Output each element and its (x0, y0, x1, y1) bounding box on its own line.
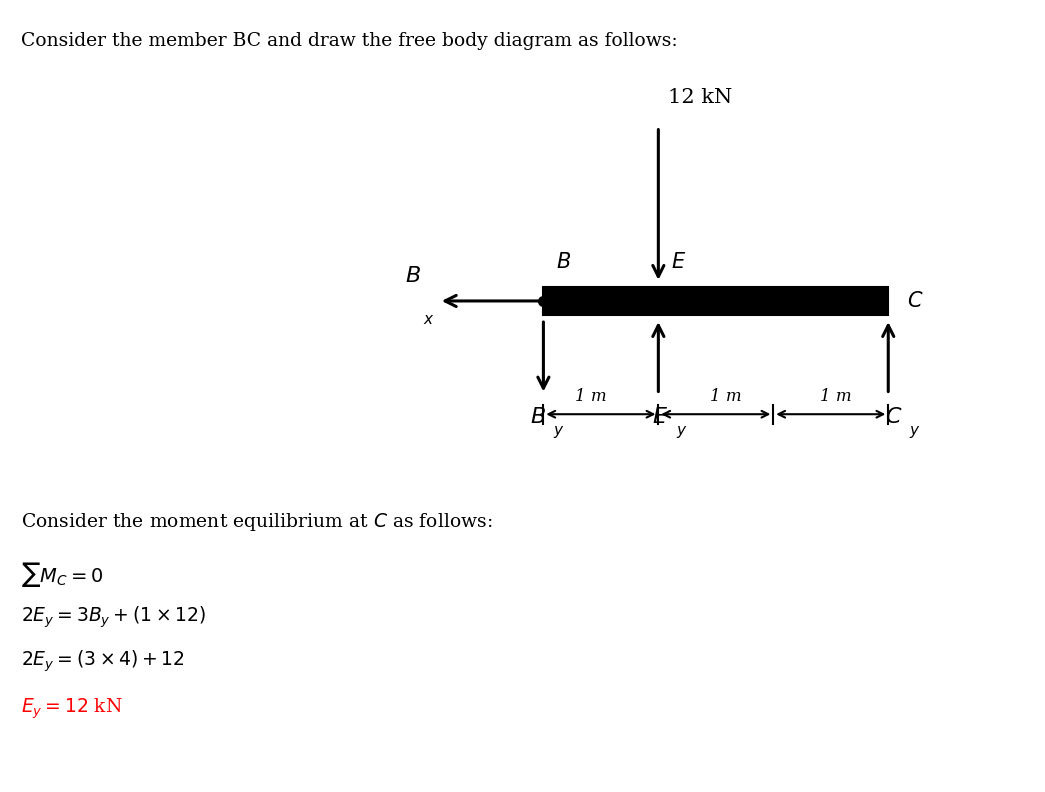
Text: $B$: $B$ (404, 265, 421, 287)
Text: Consider the member BC and draw the free body diagram as follows:: Consider the member BC and draw the free… (21, 32, 677, 50)
FancyBboxPatch shape (543, 287, 888, 315)
Text: $E_y = 12$ kN: $E_y = 12$ kN (21, 697, 123, 722)
Text: 1 m: 1 m (575, 388, 606, 406)
Text: 1 m: 1 m (820, 388, 852, 406)
Text: 1 m: 1 m (711, 388, 742, 406)
Text: $y$: $y$ (908, 424, 921, 440)
Text: $x$: $x$ (422, 313, 435, 327)
Text: $2E_y = (3\times4)+12$: $2E_y = (3\times4)+12$ (21, 649, 185, 674)
Text: 12 kN: 12 kN (668, 88, 733, 107)
Text: $C$: $C$ (907, 291, 924, 311)
Text: $B$: $B$ (556, 253, 571, 272)
Text: Consider the moment equilibrium at $C$ as follows:: Consider the moment equilibrium at $C$ a… (21, 511, 492, 533)
Text: $C$: $C$ (885, 406, 902, 428)
Text: $\sum M_C = 0$: $\sum M_C = 0$ (21, 560, 103, 589)
Text: $E$: $E$ (652, 406, 669, 428)
Text: $E$: $E$ (671, 253, 687, 272)
Text: $y$: $y$ (553, 424, 565, 440)
Text: $y$: $y$ (675, 424, 688, 440)
Text: $2E_y = 3B_y + (1\times12)$: $2E_y = 3B_y + (1\times12)$ (21, 604, 206, 630)
Text: $B$: $B$ (530, 406, 547, 428)
